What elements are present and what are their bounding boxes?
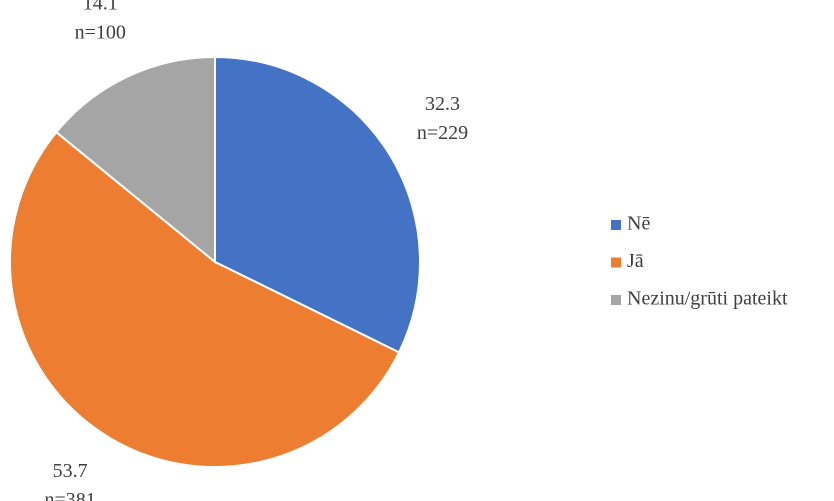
legend-swatch	[611, 220, 621, 230]
count-label: n=381	[44, 489, 95, 501]
legend-swatch	[611, 295, 621, 305]
legend-label: Nezinu/grūti pateikt	[627, 288, 788, 310]
pie-slice	[54, 55, 216, 265]
data-label: 53.7	[53, 460, 88, 482]
pie-slice	[214, 55, 421, 354]
legend-swatch	[611, 257, 621, 268]
count-label: n=100	[75, 21, 126, 43]
pie-slice	[9, 130, 401, 468]
data-label: 14.1	[83, 0, 118, 14]
data-label: 32.3	[425, 93, 460, 115]
count-label: n=229	[417, 122, 468, 144]
legend-label: Nē	[627, 213, 650, 235]
legend-label: Jā	[627, 250, 644, 272]
